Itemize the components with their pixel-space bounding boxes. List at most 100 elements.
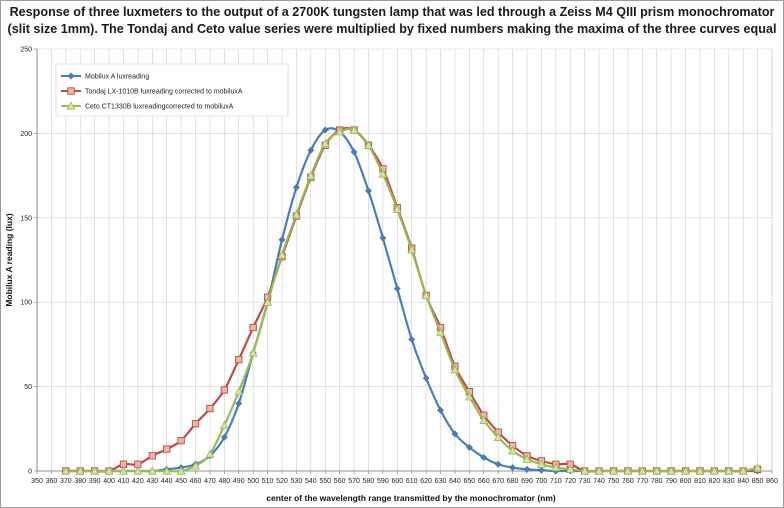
x-tick-label: 560 xyxy=(334,478,346,485)
x-tick-label: 390 xyxy=(89,478,101,485)
x-tick-label: 360 xyxy=(46,478,58,485)
data-point xyxy=(306,170,316,180)
data-point xyxy=(248,348,258,357)
data-point xyxy=(61,466,71,475)
y-tick-label: 250 xyxy=(20,47,32,54)
y-tick-label: 150 xyxy=(20,215,32,222)
x-tick-label: 540 xyxy=(305,478,317,485)
data-point xyxy=(594,466,604,475)
data-point xyxy=(480,454,488,461)
data-point xyxy=(75,466,85,475)
data-point xyxy=(422,374,430,382)
data-point xyxy=(292,183,300,191)
x-tick-label: 640 xyxy=(449,478,461,485)
data-point xyxy=(291,209,301,219)
data-point xyxy=(709,466,719,475)
x-tick-label: 380 xyxy=(74,478,86,485)
legend-label-3: Ceto CT1330B luxreadingcorrected to mobi… xyxy=(85,104,234,111)
data-point xyxy=(118,466,128,475)
x-tick-label: 790 xyxy=(665,478,677,485)
x-tick-label: 690 xyxy=(521,478,533,485)
x-tick-label: 680 xyxy=(507,478,519,485)
data-point xyxy=(551,462,561,472)
x-tick-label: 810 xyxy=(694,478,706,485)
x-tick-label: 470 xyxy=(204,478,216,485)
x-tick-label: 720 xyxy=(564,478,576,485)
data-point xyxy=(379,234,387,242)
data-point xyxy=(608,466,618,475)
data-point xyxy=(205,449,215,458)
x-tick-label: 600 xyxy=(391,478,403,485)
data-point xyxy=(104,466,114,475)
data-point xyxy=(163,445,171,453)
legend-label-2: Tondaj LX-1010B luxreading corrected to … xyxy=(85,89,243,96)
data-point xyxy=(724,466,734,475)
y-tick-label: 200 xyxy=(20,131,32,138)
x-tick-labels: 350 360 370 380 390 400 410 420 430 440 450 460 470 4… xyxy=(31,478,778,485)
legend-marker-3 xyxy=(66,101,76,110)
x-tick-label: 730 xyxy=(579,478,591,485)
x-tick-label: 780 xyxy=(651,478,663,485)
x-tick-label: 450 xyxy=(175,478,187,485)
data-point xyxy=(335,127,345,136)
series-group xyxy=(61,125,763,475)
y-tick-labels: 0 50 100 150 200 250 xyxy=(20,47,32,476)
data-point xyxy=(408,335,416,343)
x-tick-label: 350 xyxy=(31,478,43,485)
x-tick-label: 590 xyxy=(377,478,389,485)
data-point xyxy=(177,436,185,445)
x-tick-label: 750 xyxy=(608,478,620,485)
x-tick-label: 420 xyxy=(132,478,144,485)
x-tick-label: 500 xyxy=(247,478,259,485)
data-point xyxy=(437,406,445,414)
x-tick-label: 860 xyxy=(766,478,778,485)
legend: Mobilux A luxreading Tondaj LX-1010B luxr… xyxy=(55,63,289,117)
x-tick-label: 530 xyxy=(291,478,303,485)
data-point xyxy=(508,446,518,455)
data-point xyxy=(695,466,705,475)
data-point xyxy=(580,466,590,475)
data-point xyxy=(451,430,459,438)
x-tick-label: 460 xyxy=(190,478,202,485)
series-3 xyxy=(61,125,763,475)
data-point xyxy=(637,466,647,475)
x-tick-label: 400 xyxy=(103,478,115,485)
x-axis-label: center of the wavelength range transmitt… xyxy=(266,493,556,503)
x-tick-label: 490 xyxy=(233,478,245,485)
data-point xyxy=(320,138,330,148)
data-point xyxy=(321,126,329,134)
x-tick-label: 840 xyxy=(737,478,749,485)
x-tick-label: 800 xyxy=(680,478,692,485)
data-point xyxy=(350,148,358,156)
data-point xyxy=(249,323,257,332)
data-point xyxy=(220,386,229,394)
x-tick-label: 620 xyxy=(420,478,432,485)
data-point xyxy=(90,466,100,475)
data-point xyxy=(278,236,286,244)
data-point xyxy=(652,466,662,475)
data-point xyxy=(307,146,315,154)
data-point xyxy=(235,355,243,364)
x-tick-label: 480 xyxy=(219,478,231,485)
data-point xyxy=(235,399,243,407)
x-tick-label: 830 xyxy=(723,478,735,485)
x-tick-label: 850 xyxy=(752,478,764,485)
data-point xyxy=(393,285,401,293)
x-tick-label: 550 xyxy=(319,478,331,485)
data-point xyxy=(220,433,228,441)
legend-label-1: Mobilux A luxreading xyxy=(85,74,149,81)
data-point xyxy=(666,466,676,475)
data-point xyxy=(176,466,186,475)
x-tick-label: 630 xyxy=(435,478,447,485)
data-point xyxy=(738,466,748,475)
data-point xyxy=(681,466,691,475)
y-tick-label: 50 xyxy=(24,384,32,391)
data-point xyxy=(219,420,229,430)
data-point xyxy=(623,466,633,475)
data-point xyxy=(450,365,460,374)
data-point xyxy=(464,392,474,401)
chart-title: Response of three luxmeters to the outpu… xyxy=(7,5,777,36)
y-axis-label: Mobilux A reading (lux) xyxy=(4,213,14,307)
data-point xyxy=(753,462,763,472)
